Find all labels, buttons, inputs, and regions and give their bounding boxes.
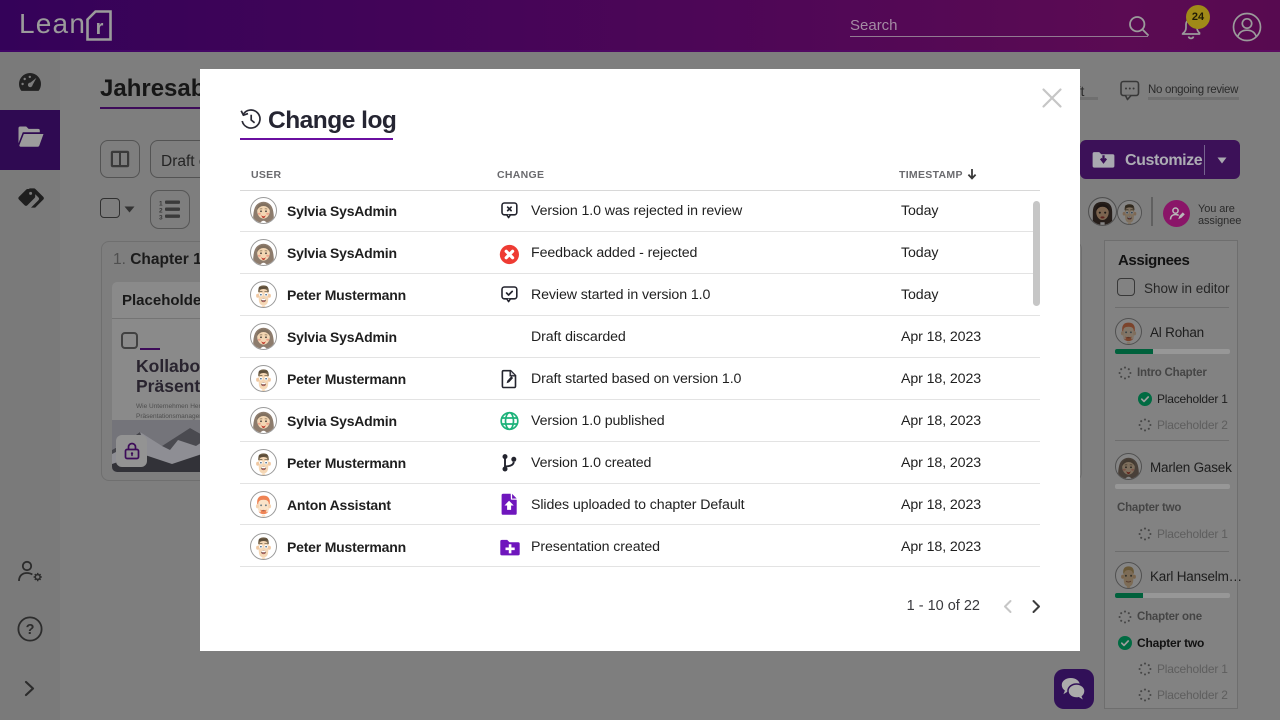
svg-text:2: 2: [159, 208, 163, 215]
svg-text:r: r: [96, 17, 104, 39]
svg-text:3: 3: [159, 215, 163, 221]
svg-text:?: ?: [26, 622, 35, 638]
svg-text:1: 1: [159, 201, 163, 208]
